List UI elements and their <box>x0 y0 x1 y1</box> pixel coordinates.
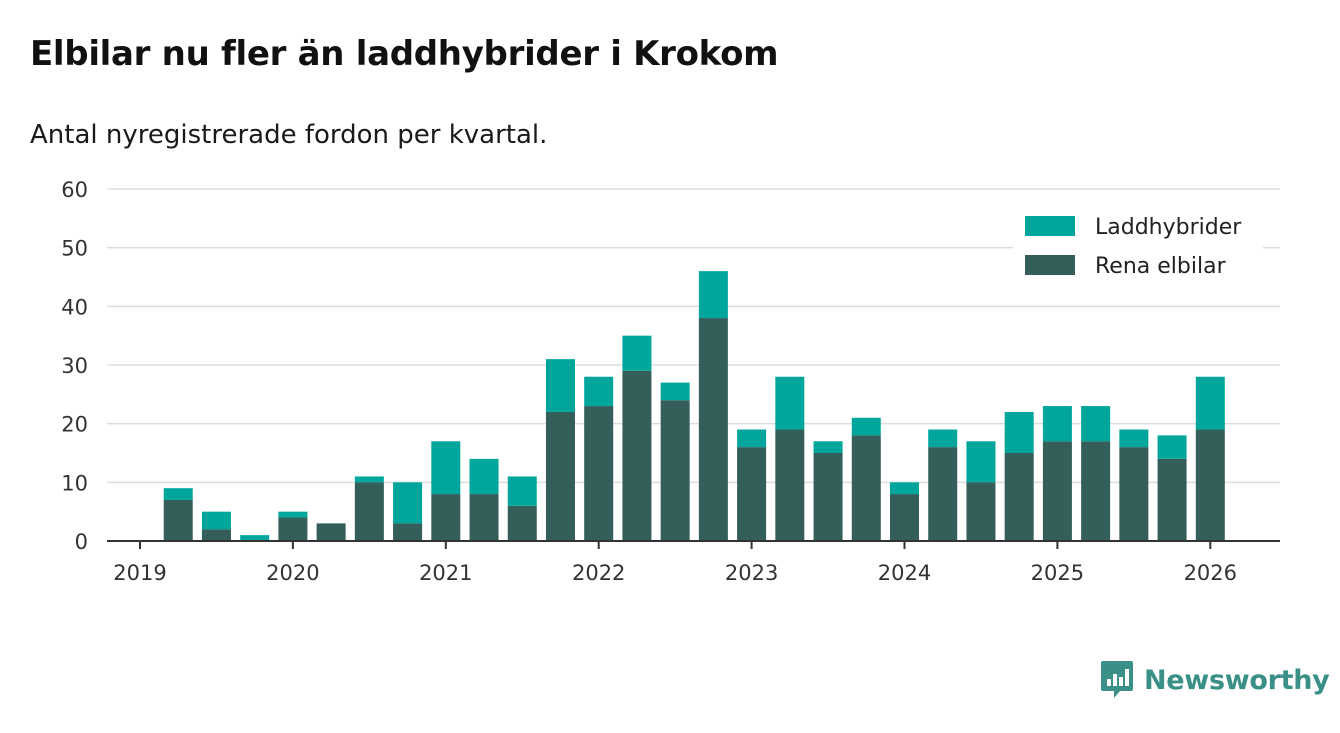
bar-laddhybrider <box>698 271 728 319</box>
bar-laddhybrider <box>1119 429 1149 448</box>
bar-laddhybrider <box>890 482 919 495</box>
bar-rena-elbilar <box>507 505 537 541</box>
bar-laddhybrider <box>1195 376 1225 430</box>
y-axis-ticks: 0 10 20 30 40 50 60 <box>61 178 88 554</box>
x-axis: 2019 2020 2021 2022 2023 2024 2025 2026 <box>107 540 1280 585</box>
bar-laddhybrider <box>966 441 996 483</box>
legend-label: Rena elbilar <box>1095 254 1227 279</box>
x-tick-label: 2022 <box>572 561 625 585</box>
y-tick-label: 60 <box>61 178 88 202</box>
bar-rena-elbilar <box>813 453 843 541</box>
bar-laddhybrider <box>660 382 690 401</box>
bar-rena-elbilar <box>1119 447 1149 541</box>
y-tick-label: 0 <box>75 530 88 554</box>
bar-laddhybrider <box>813 441 843 453</box>
bar-laddhybrider <box>507 476 537 506</box>
bar-laddhybrider <box>1042 406 1072 442</box>
newsworthy-logo: Newsworthy <box>1100 660 1330 700</box>
bar-laddhybrider <box>1081 406 1111 442</box>
bar-laddhybrider <box>393 482 423 524</box>
bar-laddhybrider <box>622 335 652 371</box>
bar-rena-elbilar <box>545 411 575 541</box>
bar-rena-elbilar <box>966 482 996 541</box>
bar-rena-elbilar <box>1157 458 1187 541</box>
bar-laddhybrider <box>851 417 881 436</box>
bar-laddhybrider <box>737 429 767 448</box>
bar-laddhybrider <box>584 376 614 407</box>
bar-laddhybrider <box>278 511 308 518</box>
x-tick-label: 2026 <box>1184 561 1237 585</box>
bar-rena-elbilar <box>469 494 499 541</box>
bar-rena-elbilar <box>660 400 690 541</box>
bar-laddhybrider <box>469 458 499 495</box>
bar-rena-elbilar <box>698 318 728 541</box>
bar-rena-elbilar <box>431 494 461 541</box>
newsworthy-logo-text: Newsworthy <box>1144 664 1330 696</box>
bar-rena-elbilar <box>163 499 193 541</box>
bar-rena-elbilar <box>1195 429 1225 541</box>
legend-label: Laddhybrider <box>1095 215 1242 240</box>
y-tick-label: 40 <box>61 295 88 319</box>
x-tick-label: 2025 <box>1031 561 1084 585</box>
bars <box>163 271 1225 541</box>
bar-laddhybrider <box>354 476 384 483</box>
bar-rena-elbilar <box>393 523 423 541</box>
x-tick-label: 2020 <box>266 561 319 585</box>
bar-rena-elbilar <box>316 523 346 541</box>
bar-rena-elbilar <box>584 406 614 541</box>
bar-laddhybrider <box>163 488 193 500</box>
bar-rena-elbilar <box>1081 441 1111 541</box>
gridlines <box>107 188 1280 484</box>
bar-rena-elbilar <box>928 447 958 541</box>
x-tick-label: 2024 <box>878 561 931 585</box>
bar-rena-elbilar <box>890 494 919 541</box>
bar-rena-elbilar <box>1042 441 1072 541</box>
bar-laddhybrider <box>775 376 805 430</box>
bar-laddhybrider <box>928 429 958 448</box>
bar-laddhybrider <box>1004 411 1034 453</box>
bar-rena-elbilar <box>201 529 231 541</box>
legend: Laddhybrider Rena elbilar <box>1013 205 1263 290</box>
bar-rena-elbilar <box>775 429 805 541</box>
x-tick-label: 2021 <box>419 561 472 585</box>
bar-laddhybrider <box>240 535 270 541</box>
bar-rena-elbilar <box>354 482 384 541</box>
bar-rena-elbilar <box>851 435 881 541</box>
chart-title: Elbilar nu fler än laddhybrider i Krokom <box>30 34 779 74</box>
bar-laddhybrider <box>545 359 575 412</box>
y-tick-label: 30 <box>61 354 88 378</box>
x-tick-label: 2019 <box>113 561 166 585</box>
bar-rena-elbilar <box>1004 453 1034 541</box>
y-tick-label: 50 <box>61 237 88 261</box>
y-tick-label: 20 <box>61 413 88 437</box>
bar-rena-elbilar <box>278 517 308 541</box>
bar-laddhybrider <box>431 441 461 495</box>
legend-swatch <box>1025 255 1075 275</box>
bar-rena-elbilar <box>622 370 652 541</box>
bar-laddhybrider <box>1157 435 1187 459</box>
chart-subtitle: Antal nyregistrerade fordon per kvartal. <box>30 120 548 150</box>
bar-laddhybrider <box>201 511 231 530</box>
y-tick-label: 10 <box>61 471 88 495</box>
newsworthy-logo-icon <box>1101 661 1133 698</box>
bar-rena-elbilar <box>737 447 767 541</box>
x-tick-label: 2023 <box>725 561 778 585</box>
legend-swatch <box>1025 216 1075 236</box>
